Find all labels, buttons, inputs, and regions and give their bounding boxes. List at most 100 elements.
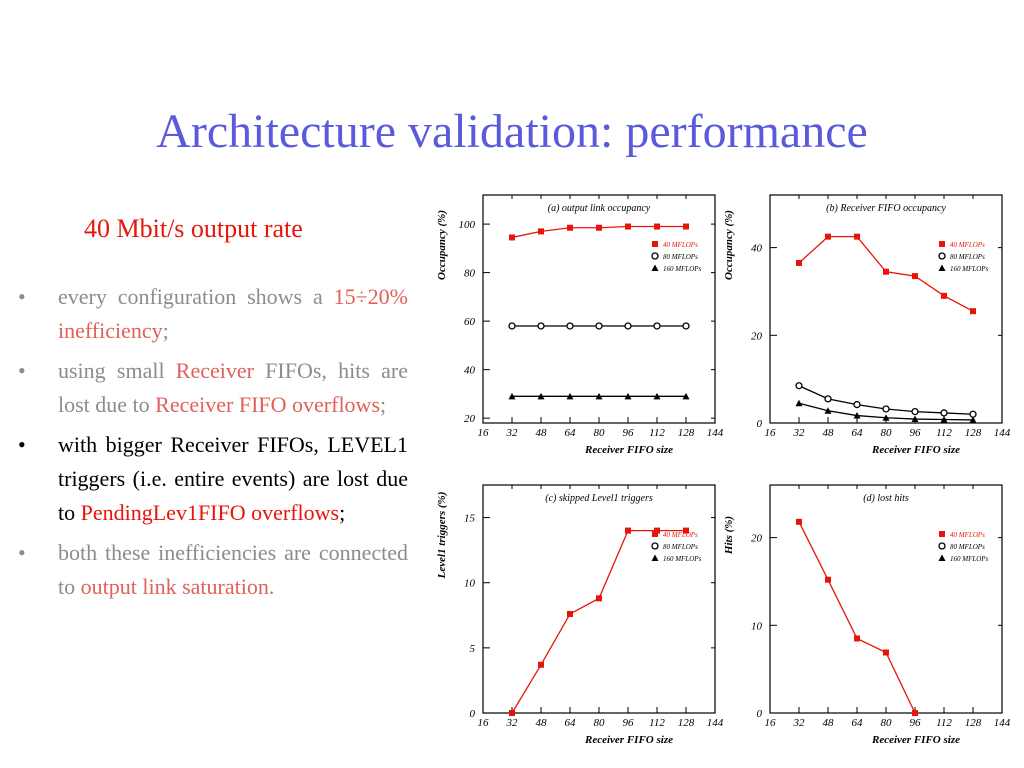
x-tick-label: 64 — [852, 717, 864, 729]
data-point — [854, 233, 860, 240]
x-tick-label: 128 — [678, 717, 695, 729]
legend-label: 40 MFLOPs — [663, 241, 698, 249]
data-point — [796, 259, 802, 266]
x-tick-label: 144 — [707, 717, 724, 729]
y-tick-label: 40 — [464, 365, 476, 377]
x-tick-label: 80 — [881, 717, 893, 729]
legend-marker — [651, 542, 659, 550]
bullet-text: ; — [380, 392, 387, 417]
data-point — [853, 400, 861, 409]
legend-marker — [938, 542, 946, 550]
x-tick-label: 64 — [565, 717, 577, 729]
bullet-dot: • — [18, 284, 26, 309]
legend-label: 80 MFLOPs — [950, 253, 985, 261]
x-tick-label: 128 — [965, 717, 982, 729]
data-point — [940, 409, 948, 417]
y-tick-label: 0 — [757, 418, 763, 430]
data-point — [509, 234, 515, 241]
x-tick-label: 16 — [765, 717, 777, 729]
bullet-text: FIFOs, hits are lost due to — [58, 358, 408, 417]
data-point — [683, 223, 689, 230]
y-tick-label: 20 — [751, 533, 763, 545]
slide-title: Architecture validation: performance — [156, 105, 868, 158]
legend-marker — [651, 252, 659, 260]
data-point — [912, 273, 918, 280]
x-tick-label: 112 — [936, 427, 952, 439]
y-tick-label: 10 — [751, 620, 763, 632]
y-tick-label: 10 — [464, 578, 476, 590]
data-point — [796, 518, 802, 525]
bullet-item: • every configuration shows a 15÷20% inef… — [18, 280, 408, 348]
x-tick-label: 48 — [536, 717, 548, 729]
data-point — [795, 382, 803, 390]
bullet-text: . — [268, 574, 275, 599]
bullet-highlight: 15÷20% inefficiency — [58, 284, 408, 343]
legend-marker — [938, 264, 946, 271]
x-axis-label: Receiver FIFO size — [871, 444, 960, 456]
y-tick-label: 40 — [751, 243, 763, 255]
legend-label: 160 MFLOPs — [950, 555, 989, 563]
data-point — [682, 392, 690, 400]
plot-frame — [769, 484, 1003, 714]
bullet-text: ; — [339, 500, 346, 525]
data-point — [625, 527, 631, 534]
x-tick-label: 48 — [823, 427, 835, 439]
legend-label: 40 MFLOPs — [950, 241, 985, 249]
chart-title: (a) output link occupancy — [548, 203, 651, 214]
x-tick-label: 96 — [910, 717, 922, 729]
data-point — [508, 322, 516, 330]
bullet-item: • with bigger Receiver FIFOs, LEVEL1 trig… — [18, 428, 408, 530]
chart-title: (c) skipped Level1 triggers — [545, 493, 653, 504]
data-point — [566, 322, 574, 330]
data-point — [883, 649, 889, 656]
x-tick-label: 80 — [881, 427, 893, 439]
y-tick-label: 0 — [470, 708, 476, 720]
y-axis-label: Occupancy (%) — [436, 210, 448, 280]
data-point — [969, 410, 977, 418]
data-point — [882, 405, 890, 413]
x-tick-label: 128 — [678, 427, 695, 439]
legend-marker — [652, 531, 658, 537]
bullet-highlight: Receiver — [175, 358, 254, 383]
chart-title: (b) Receiver FIFO occupancy — [826, 203, 946, 214]
data-point — [911, 415, 919, 423]
y-tick-label: 60 — [464, 316, 476, 328]
series-line — [511, 529, 686, 714]
y-tick-label: 80 — [464, 268, 476, 280]
y-tick-label: 20 — [751, 330, 763, 342]
x-tick-label: 32 — [506, 427, 519, 439]
data-point — [595, 322, 603, 330]
data-point — [509, 710, 515, 716]
bullet-dot: • — [18, 358, 26, 383]
data-point — [653, 392, 661, 400]
slide-subtitle: 40 Mbit/s output rate — [84, 214, 303, 243]
data-point — [566, 392, 574, 400]
data-point — [911, 407, 919, 416]
data-point — [882, 414, 890, 421]
data-point — [508, 392, 516, 400]
y-tick-label: 0 — [757, 708, 763, 720]
bullet-list: • every configuration shows a 15÷20% inef… — [18, 280, 408, 610]
data-point — [537, 322, 545, 330]
x-tick-label: 112 — [936, 717, 952, 729]
data-point — [538, 228, 544, 235]
bullet-text: ; — [162, 318, 169, 343]
x-tick-label: 96 — [910, 427, 922, 439]
data-point — [567, 224, 573, 231]
legend-marker — [939, 241, 945, 247]
x-tick-label: 112 — [649, 427, 665, 439]
data-point — [624, 392, 632, 400]
data-point — [854, 635, 860, 642]
x-axis-label: Receiver FIFO size — [584, 444, 673, 456]
x-tick-label: 144 — [994, 427, 1011, 439]
legend-label: 80 MFLOPs — [663, 543, 698, 551]
data-point — [824, 407, 832, 414]
bullet-item: • both these inefficiencies are connected… — [18, 536, 408, 604]
data-point — [595, 392, 603, 400]
x-tick-label: 64 — [565, 427, 577, 439]
x-tick-label: 128 — [965, 427, 982, 439]
y-axis-label: Level1 triggers (%) — [436, 492, 448, 580]
x-tick-label: 112 — [649, 717, 665, 729]
y-tick-label: 5 — [470, 643, 476, 655]
data-point — [596, 224, 602, 231]
